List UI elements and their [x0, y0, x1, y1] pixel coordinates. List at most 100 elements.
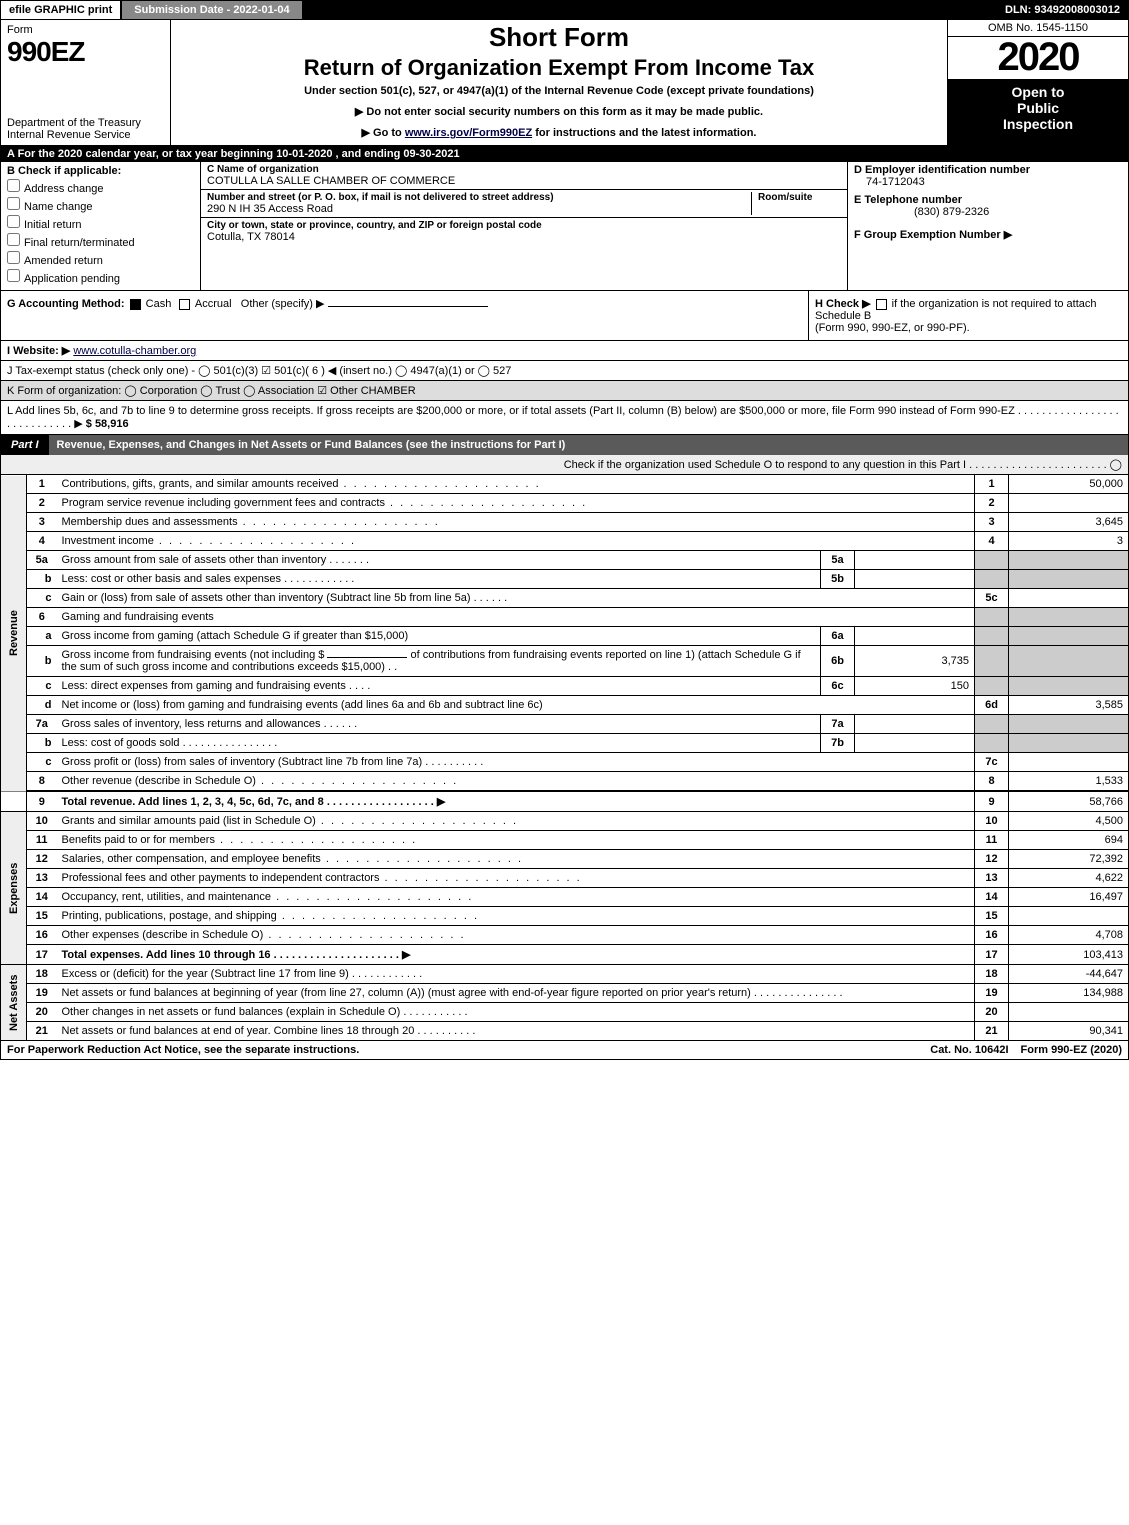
ibox-5b: 5b	[821, 570, 855, 589]
submission-date: Submission Date - 2022-01-04	[122, 1, 303, 19]
row-21: 21 Net assets or fund balances at end of…	[1, 1022, 1129, 1041]
desc-17: Total expenses. Add lines 10 through 16 …	[62, 949, 411, 961]
footer-catno: Cat. No. 10642I	[924, 1041, 1014, 1059]
section-c: C Name of organization COTULLA LA SALLE …	[201, 162, 848, 290]
tax-year: 2020	[948, 37, 1128, 80]
val-4: 3	[1009, 532, 1129, 551]
open-to-public: Open to Public Inspection	[948, 80, 1128, 145]
chk-application-pending[interactable]: Application pending	[7, 269, 194, 285]
ln-7c: c	[27, 753, 57, 772]
section-k: K Form of organization: ◯ Corporation ◯ …	[0, 381, 1129, 401]
side-expenses: Expenses	[1, 812, 27, 965]
department-label: Department of the Treasury Internal Reve…	[7, 117, 164, 141]
box-20: 20	[975, 1003, 1009, 1022]
ival-6c: 150	[855, 677, 975, 696]
ln-7b: b	[27, 734, 57, 753]
ln-17: 17	[27, 945, 57, 965]
section-def: D Employer identification number 74-1712…	[848, 162, 1128, 290]
part1-title: Revenue, Expenses, and Changes in Net As…	[49, 435, 1128, 455]
box-13: 13	[975, 869, 1009, 888]
box-8: 8	[975, 772, 1009, 792]
val-10: 4,500	[1009, 812, 1129, 831]
desc-7a: Gross sales of inventory, less returns a…	[62, 718, 321, 730]
row-16: 16 Other expenses (describe in Schedule …	[1, 926, 1129, 945]
desc-6d: Net income or (loss) from gaming and fun…	[57, 696, 975, 715]
form-label: Form	[7, 24, 164, 36]
ein-label: D Employer identification number	[854, 164, 1122, 176]
part1-header: Part I Revenue, Expenses, and Changes in…	[0, 435, 1129, 455]
efile-print-label[interactable]: efile GRAPHIC print	[1, 1, 122, 19]
desc-16: Other expenses (describe in Schedule O)	[62, 929, 264, 941]
ibox-6b: 6b	[821, 646, 855, 677]
desc-15: Printing, publications, postage, and shi…	[62, 910, 277, 922]
row-10: Expenses 10 Grants and similar amounts p…	[1, 812, 1129, 831]
val-16: 4,708	[1009, 926, 1129, 945]
grey-6a	[975, 627, 1009, 646]
header-right: OMB No. 1545-1150 2020 Open to Public In…	[948, 20, 1128, 145]
chk-initial-return[interactable]: Initial return	[7, 215, 194, 231]
ln-6b: b	[27, 646, 57, 677]
val-18: -44,647	[1009, 965, 1129, 984]
val-15	[1009, 907, 1129, 926]
box-16: 16	[975, 926, 1009, 945]
ln-6: 6	[27, 608, 57, 627]
chk-schedule-b-icon[interactable]	[876, 299, 887, 310]
row-6: 6 Gaming and fundraising events	[1, 608, 1129, 627]
box-17: 17	[975, 945, 1009, 965]
warning-ssn: ▶ Do not enter social security numbers o…	[179, 105, 939, 118]
chk-address-change[interactable]: Address change	[7, 179, 194, 195]
desc-11: Benefits paid to or for members	[62, 834, 215, 846]
box-6d: 6d	[975, 696, 1009, 715]
footer-formref: Form 990-EZ (2020)	[1015, 1041, 1128, 1059]
row-6a: a Gross income from gaming (attach Sched…	[1, 627, 1129, 646]
ln-19: 19	[27, 984, 57, 1003]
row-6b: b Gross income from fundraising events (…	[1, 646, 1129, 677]
ln-20: 20	[27, 1003, 57, 1022]
row-15: 15 Printing, publications, postage, and …	[1, 907, 1129, 926]
ln-6c: c	[27, 677, 57, 696]
ln-9: 9	[27, 791, 57, 812]
val-21: 90,341	[1009, 1022, 1129, 1041]
website-link[interactable]: www.cotulla-chamber.org	[73, 345, 196, 357]
val-6d: 3,585	[1009, 696, 1129, 715]
box-19: 19	[975, 984, 1009, 1003]
row-5b: b Less: cost or other basis and sales ex…	[1, 570, 1129, 589]
irs-link[interactable]: www.irs.gov/Form990EZ	[405, 127, 532, 139]
box-1: 1	[975, 475, 1009, 494]
section-b-heading: B Check if applicable:	[7, 165, 194, 177]
val-19: 134,988	[1009, 984, 1129, 1003]
street-address: 290 N IH 35 Access Road	[207, 203, 751, 215]
chk-accrual-icon	[179, 299, 190, 310]
dept-irs: Internal Revenue Service	[7, 129, 131, 141]
street-label: Number and street (or P. O. box, if mail…	[207, 192, 751, 203]
desc-9: Total revenue. Add lines 1, 2, 3, 4, 5c,…	[62, 796, 446, 808]
part1-check-o: Check if the organization used Schedule …	[0, 455, 1129, 475]
row-18: Net Assets 18 Excess or (deficit) for th…	[1, 965, 1129, 984]
section-b: B Check if applicable: Address change Na…	[1, 162, 201, 290]
chk-cash-icon	[130, 299, 141, 310]
open-line1: Open to	[1012, 84, 1065, 100]
box-21: 21	[975, 1022, 1009, 1041]
city-label: City or town, state or province, country…	[207, 220, 841, 231]
chk-name-change[interactable]: Name change	[7, 197, 194, 213]
val-1: 50,000	[1009, 475, 1129, 494]
ival-7a	[855, 715, 975, 734]
ln-21: 21	[27, 1022, 57, 1041]
grey-6	[975, 608, 1009, 627]
box-11: 11	[975, 831, 1009, 850]
part1-table: Revenue 1 Contributions, gifts, grants, …	[0, 475, 1129, 1041]
chk-amended-return[interactable]: Amended return	[7, 251, 194, 267]
box-9: 9	[975, 791, 1009, 812]
grey-7b	[975, 734, 1009, 753]
ibox-7b: 7b	[821, 734, 855, 753]
section-l-text: L Add lines 5b, 6c, and 7b to line 9 to …	[7, 405, 1119, 430]
ln-11: 11	[27, 831, 57, 850]
ln-6a: a	[27, 627, 57, 646]
desc-12: Salaries, other compensation, and employ…	[62, 853, 321, 865]
goto-prefix: ▶ Go to	[362, 127, 405, 139]
val-13: 4,622	[1009, 869, 1129, 888]
cash-label: Cash	[146, 298, 172, 310]
chk-final-return[interactable]: Final return/terminated	[7, 233, 194, 249]
ln-2: 2	[27, 494, 57, 513]
section-l: L Add lines 5b, 6c, and 7b to line 9 to …	[0, 401, 1129, 435]
